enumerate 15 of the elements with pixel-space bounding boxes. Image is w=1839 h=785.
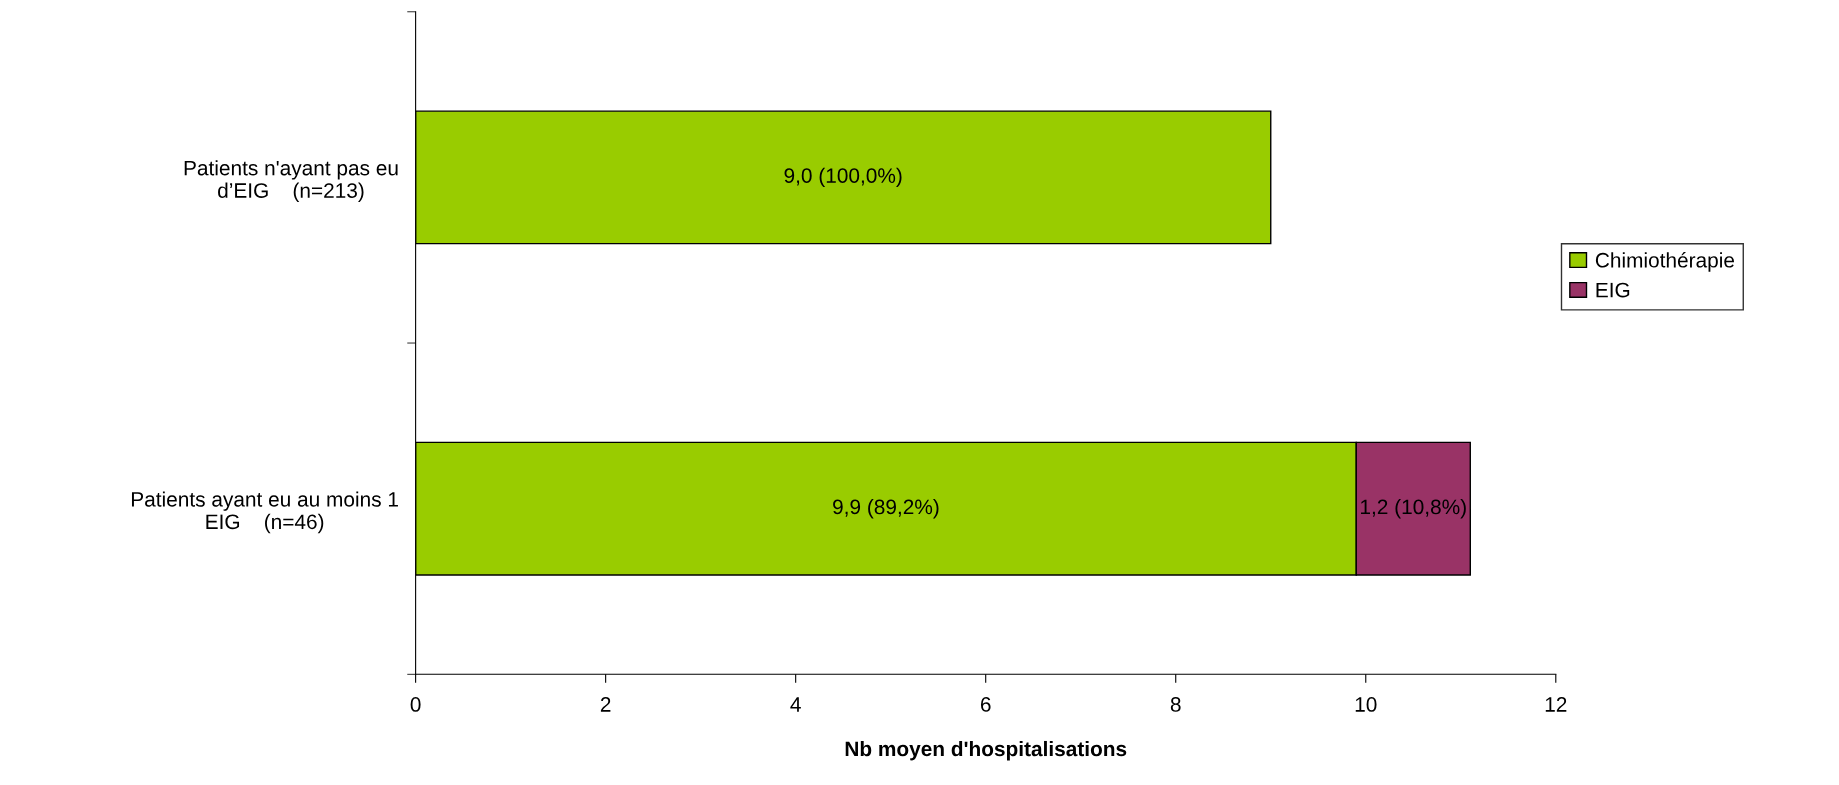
y-tick-label: Patients ayant eu au moins 1 EIG (n=46) (131, 491, 398, 534)
legend-label: Chimiothérapie (1595, 252, 1735, 272)
x-tick-label: 2 (600, 697, 611, 712)
x-tick-label: 10 (1355, 697, 1377, 712)
y-tick-label: Patients n'ayant pas eu d’EIG (n=213) (184, 160, 398, 202)
data-label: 1,2 (10,8%) (1361, 498, 1466, 519)
legend-label: EIG (1596, 282, 1630, 298)
x-axis-title: Nb moyen d'hospitalisations (845, 740, 1127, 761)
x-tick-label: 8 (1170, 697, 1181, 712)
data-label: 9,9 (89,2%) (833, 498, 939, 519)
x-tick-label: 12 (1545, 697, 1567, 712)
x-tick-label: 6 (980, 697, 991, 712)
data-label: 9,0 (100,0%) (784, 167, 902, 188)
x-tick-label: 4 (790, 697, 801, 712)
x-tick-label: 0 (410, 697, 421, 712)
